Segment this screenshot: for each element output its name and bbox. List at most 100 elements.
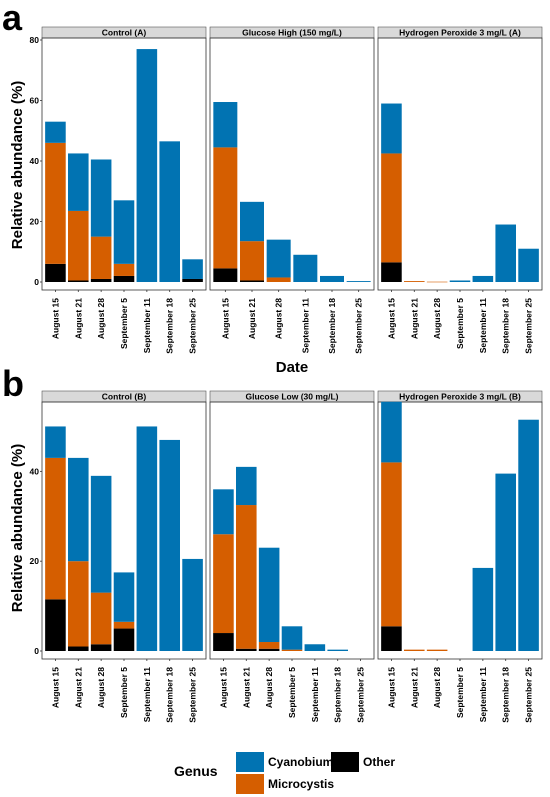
y-axis-title: Relative abundance (%) [9,444,26,612]
y-axis-title: Relative abundance (%) [9,81,26,249]
bar-other-august-15 [45,263,66,282]
y-tick-label: 0 [34,277,39,287]
bar-other-august-15 [381,626,402,651]
bar-cyanobium-september-18 [327,649,348,651]
facet-glucose-high-150-mg-l: Glucose High (150 mg/L) August 15 August 2… [209,26,375,354]
facet-title: Hydrogen Peroxide 3 mg/L (A) [399,28,521,38]
bar-cyanobium-august-15 [381,103,402,154]
legend-key-cyanobium [236,752,264,772]
legend: Genus Cyanobium Other Microcystis [174,752,395,794]
facet-control-b: Control (B) August 15 August 21 August 28 Se… [41,390,207,723]
x-tick-label: August 15 [50,298,60,339]
bar-microcystis-september-5 [281,649,303,651]
x-tick-label: August 28 [274,298,284,339]
x-tick-label: September 25 [188,667,198,723]
bar-cyanobium-august-28 [90,159,112,237]
bar-cyanobium-september-18 [495,224,516,282]
bar-microcystis-august-15 [213,147,238,269]
bar-other-august-28 [90,644,112,651]
bar-microcystis-august-21 [240,241,264,281]
x-tick-label: September 25 [524,298,534,354]
bar-other-august-15 [213,268,238,282]
x-tick-label: August 21 [247,298,257,339]
facet-frame [209,37,375,291]
legend-label-microcystis: Microcystis [268,777,334,791]
x-tick-label: August 15 [386,298,396,339]
bar-microcystis-august-28 [426,281,448,283]
bar-cyanobium-august-15 [381,401,402,463]
y-tick-label: 40 [30,466,40,476]
panel-letter-b: b [2,363,24,404]
bar-cyanobium-september-18 [320,275,344,282]
x-tick-label: September 11 [300,298,310,354]
x-tick-label: September 11 [142,298,152,354]
bar-cyanobium-september-5 [113,572,135,622]
bar-cyanobium-august-21 [236,466,257,506]
x-tick-label: August 21 [73,298,83,339]
facet-frame [377,37,543,291]
bar-other-september-25 [182,278,203,282]
bar-microcystis-august-15 [213,534,234,634]
bar-microcystis-august-15 [381,462,402,627]
bar-other-august-15 [213,633,234,651]
bar-microcystis-september-5 [113,621,135,629]
x-tick-label: August 21 [73,667,83,708]
legend-key-microcystis [236,774,264,794]
x-tick-label: August 15 [50,667,60,708]
bar-cyanobium-august-15 [45,426,66,458]
x-tick-label: August 28 [264,667,274,708]
bar-other-august-28 [258,648,280,651]
facet-title: Hydrogen Peroxide 3 mg/L (B) [399,392,521,402]
legend-key-other [331,752,359,772]
x-tick-label: September 25 [188,298,198,354]
bar-other-september-5 [113,275,135,282]
bar-cyanobium-august-28 [90,475,112,593]
facet-hydrogen-peroxide-3-mg-l-b: Hydrogen Peroxide 3 mg/L (B) August 15 Aug… [377,390,543,723]
bar-cyanobium-september-18 [159,141,180,282]
facet-title: Control (B) [102,392,147,402]
x-tick-label: September 5 [119,667,129,718]
x-tick-label: September 5 [119,298,129,349]
bar-microcystis-august-21 [404,649,425,651]
bar-cyanobium-september-5 [449,280,471,282]
bar-microcystis-august-15 [381,153,402,263]
bar-other-august-15 [381,262,402,282]
bar-cyanobium-september-11 [136,426,158,651]
x-tick-label: August 15 [218,667,228,708]
bar-cyanobium-september-25 [518,248,539,282]
bar-cyanobium-september-5 [113,200,135,264]
facet-glucose-low-30-mg-l: Glucose Low (30 mg/L) August 15 August 21 A… [209,390,375,723]
bar-cyanobium-august-21 [68,153,89,211]
x-tick-label: August 28 [96,298,106,339]
x-tick-label: September 11 [478,298,488,354]
facet-frame [377,401,543,660]
bar-cyanobium-september-25 [182,259,203,279]
bar-cyanobium-august-28 [266,239,291,278]
x-tick-label: September 11 [310,667,320,723]
y-tick-label: 60 [30,96,40,106]
x-tick-label: August 28 [96,667,106,708]
bar-microcystis-august-21 [68,561,89,647]
x-tick-label: September 25 [524,667,534,723]
bar-microcystis-august-28 [258,642,280,649]
bar-other-august-21 [68,646,89,651]
bar-microcystis-august-21 [404,281,425,282]
x-tick-label: September 11 [478,667,488,723]
bar-microcystis-august-28 [90,236,112,279]
legend-label-other: Other [363,755,395,769]
bar-microcystis-august-28 [90,592,112,645]
x-tick-label: August 28 [432,298,442,339]
x-tick-label: September 18 [165,298,175,354]
x-tick-label: August 21 [409,667,419,708]
x-tick-label: September 11 [142,667,152,723]
bar-cyanobium-august-21 [240,201,264,242]
bar-cyanobium-september-11 [472,567,494,651]
bar-other-september-5 [113,628,135,651]
bar-cyanobium-september-11 [293,254,318,282]
facet-title: Glucose High (150 mg/L) [242,28,342,38]
y-tick-label: 20 [30,217,40,227]
x-tick-label: September 25 [354,298,364,354]
x-tick-label: August 15 [220,298,230,339]
bar-microcystis-august-28 [426,649,448,651]
